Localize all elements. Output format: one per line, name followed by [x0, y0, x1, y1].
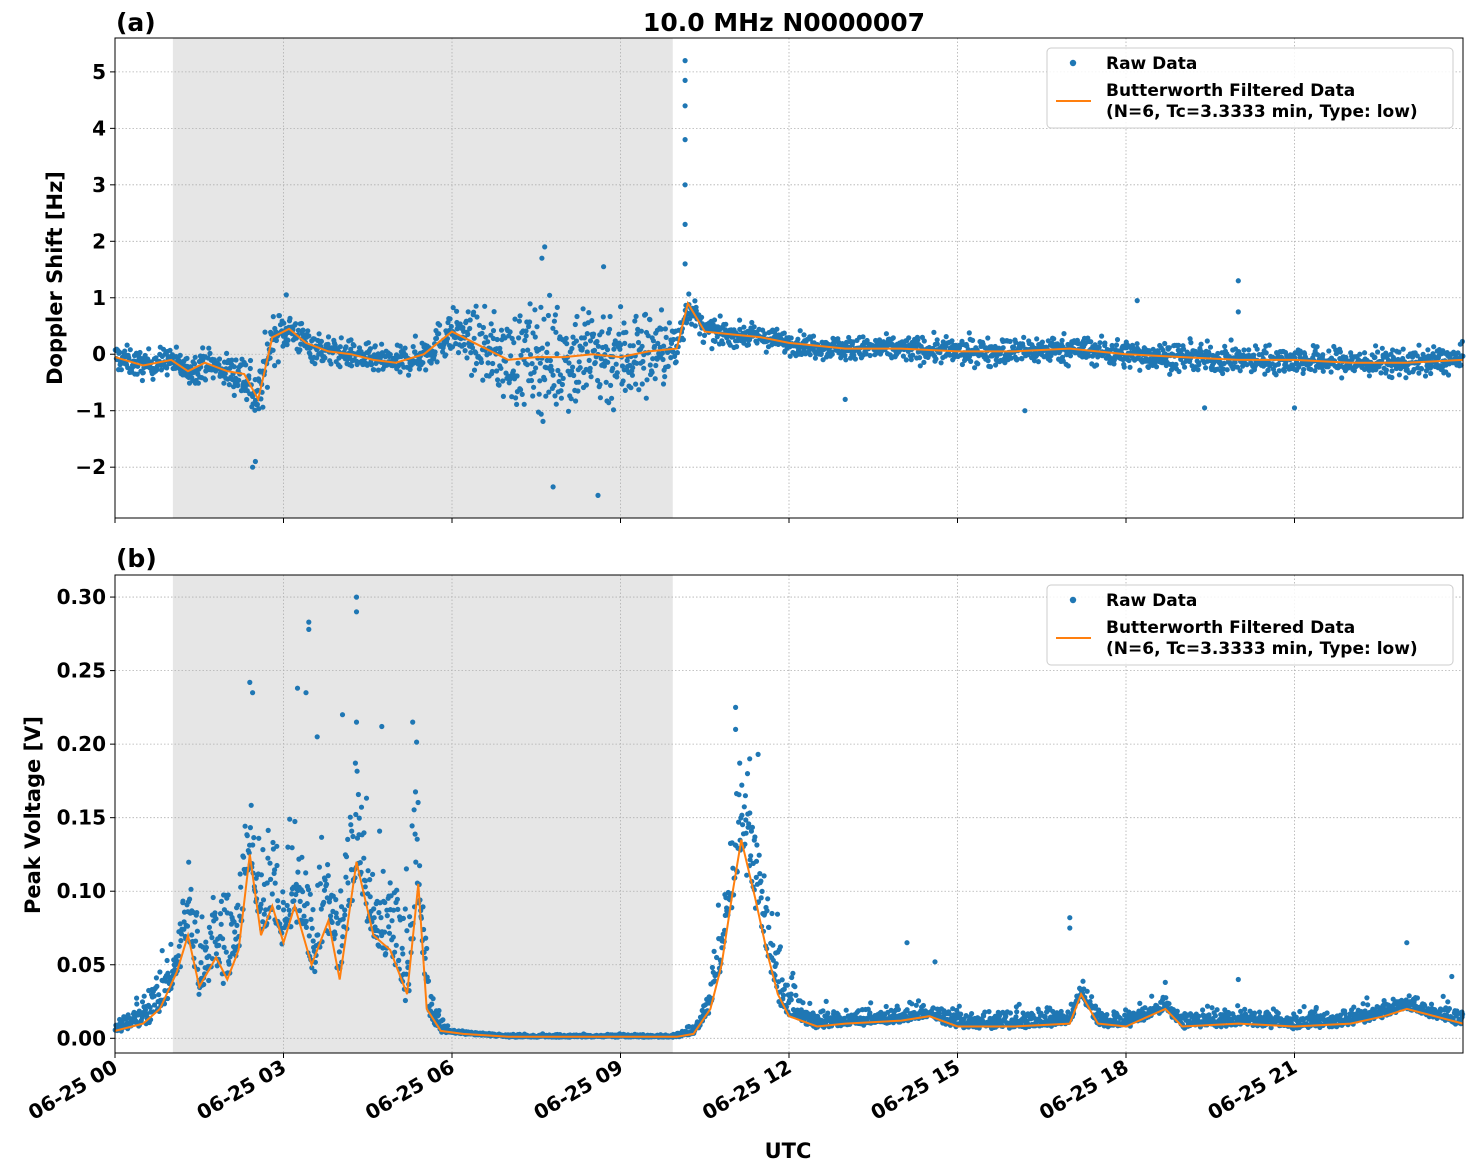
x-tick-label: 06-25 15 [866, 1055, 964, 1125]
legend-raw-marker [1069, 596, 1077, 604]
y-tick-label: 4 [92, 116, 106, 140]
filtered-data-line [114, 300, 1464, 403]
legend-raw-marker [1069, 59, 1077, 67]
y-tick-label: 0.25 [57, 659, 106, 683]
y-tick-label: 0.15 [57, 806, 106, 830]
chart-title: 10.0 MHz N0000007 [643, 8, 925, 37]
filtered-data-line [114, 839, 1464, 1038]
y-tick-label: 0.20 [57, 732, 106, 756]
y-tick-label: 3 [92, 173, 106, 197]
x-tick-label: 06-25 00 [24, 1055, 122, 1125]
y-tick-label: 1 [92, 286, 106, 310]
y-axis-label: Doppler Shift [Hz] [43, 171, 67, 385]
filtered-data-series [114, 300, 1464, 403]
panel-label: (b) [116, 544, 157, 573]
y-tick-label: 0.10 [57, 879, 106, 903]
x-tick-label: 06-25 18 [1035, 1055, 1133, 1125]
legend: Raw Data Butterworth Filtered Data (N=6,… [1046, 584, 1454, 666]
y-tick-label: −1 [75, 399, 106, 423]
y-axis-ticks: 5 4 3 2 1 0 −1 −2 [75, 60, 115, 479]
shaded-region [172, 575, 673, 1053]
y-axis-label: Peak Voltage [V] [21, 716, 45, 914]
x-tick-label: 06-25 06 [361, 1055, 459, 1125]
x-axis-ticks [114, 518, 1295, 523]
panel-doppler-shift: 5 4 3 2 1 0 −1 −2 (a) 10.0 MHz N0000007 Doppler… [43, 8, 1466, 523]
filtered-data-series [114, 839, 1464, 1038]
legend-filtered-label: Butterworth Filtered Data [1106, 618, 1355, 638]
x-axis-label: UTC [765, 1139, 812, 1163]
y-tick-label: 2 [92, 229, 106, 253]
legend-filtered-params: (N=6, Tc=3.3333 min, Type: low) [1106, 639, 1418, 659]
y-axis-ticks: 0.30 0.25 0.20 0.15 0.10 0.05 0.00 [57, 585, 115, 1050]
legend-raw-label: Raw Data [1106, 54, 1197, 74]
x-tick-label: 06-25 12 [698, 1055, 796, 1125]
y-tick-label: 0.30 [57, 585, 106, 609]
y-tick-label: 0 [92, 342, 106, 366]
y-tick-label: 0.00 [57, 1026, 106, 1050]
legend-box [1046, 47, 1454, 129]
x-tick-label: 06-25 03 [192, 1055, 290, 1125]
legend-box [1046, 584, 1454, 666]
y-tick-label: 5 [92, 60, 106, 84]
x-axis-ticks: 06-25 00 06-25 03 06-25 06 06-25 09 06-25 12… [24, 1053, 1301, 1125]
y-tick-label: −2 [75, 455, 106, 479]
legend-filtered-label: Butterworth Filtered Data [1106, 81, 1355, 101]
x-tick-label: 06-25 21 [1203, 1055, 1301, 1125]
legend-filtered-params: (N=6, Tc=3.3333 min, Type: low) [1106, 102, 1418, 122]
x-tick-label: 06-25 09 [529, 1055, 627, 1125]
panel-label: (a) [116, 8, 156, 37]
shaded-region [172, 38, 673, 518]
legend-raw-label: Raw Data [1106, 591, 1197, 611]
y-tick-label: 0.05 [57, 953, 106, 977]
legend: Raw Data Butterworth Filtered Data (N=6,… [1046, 47, 1454, 129]
panel-peak-voltage: 0.300.250.200.150.100.050.00 06-25 00 06-… [21, 544, 1466, 1163]
